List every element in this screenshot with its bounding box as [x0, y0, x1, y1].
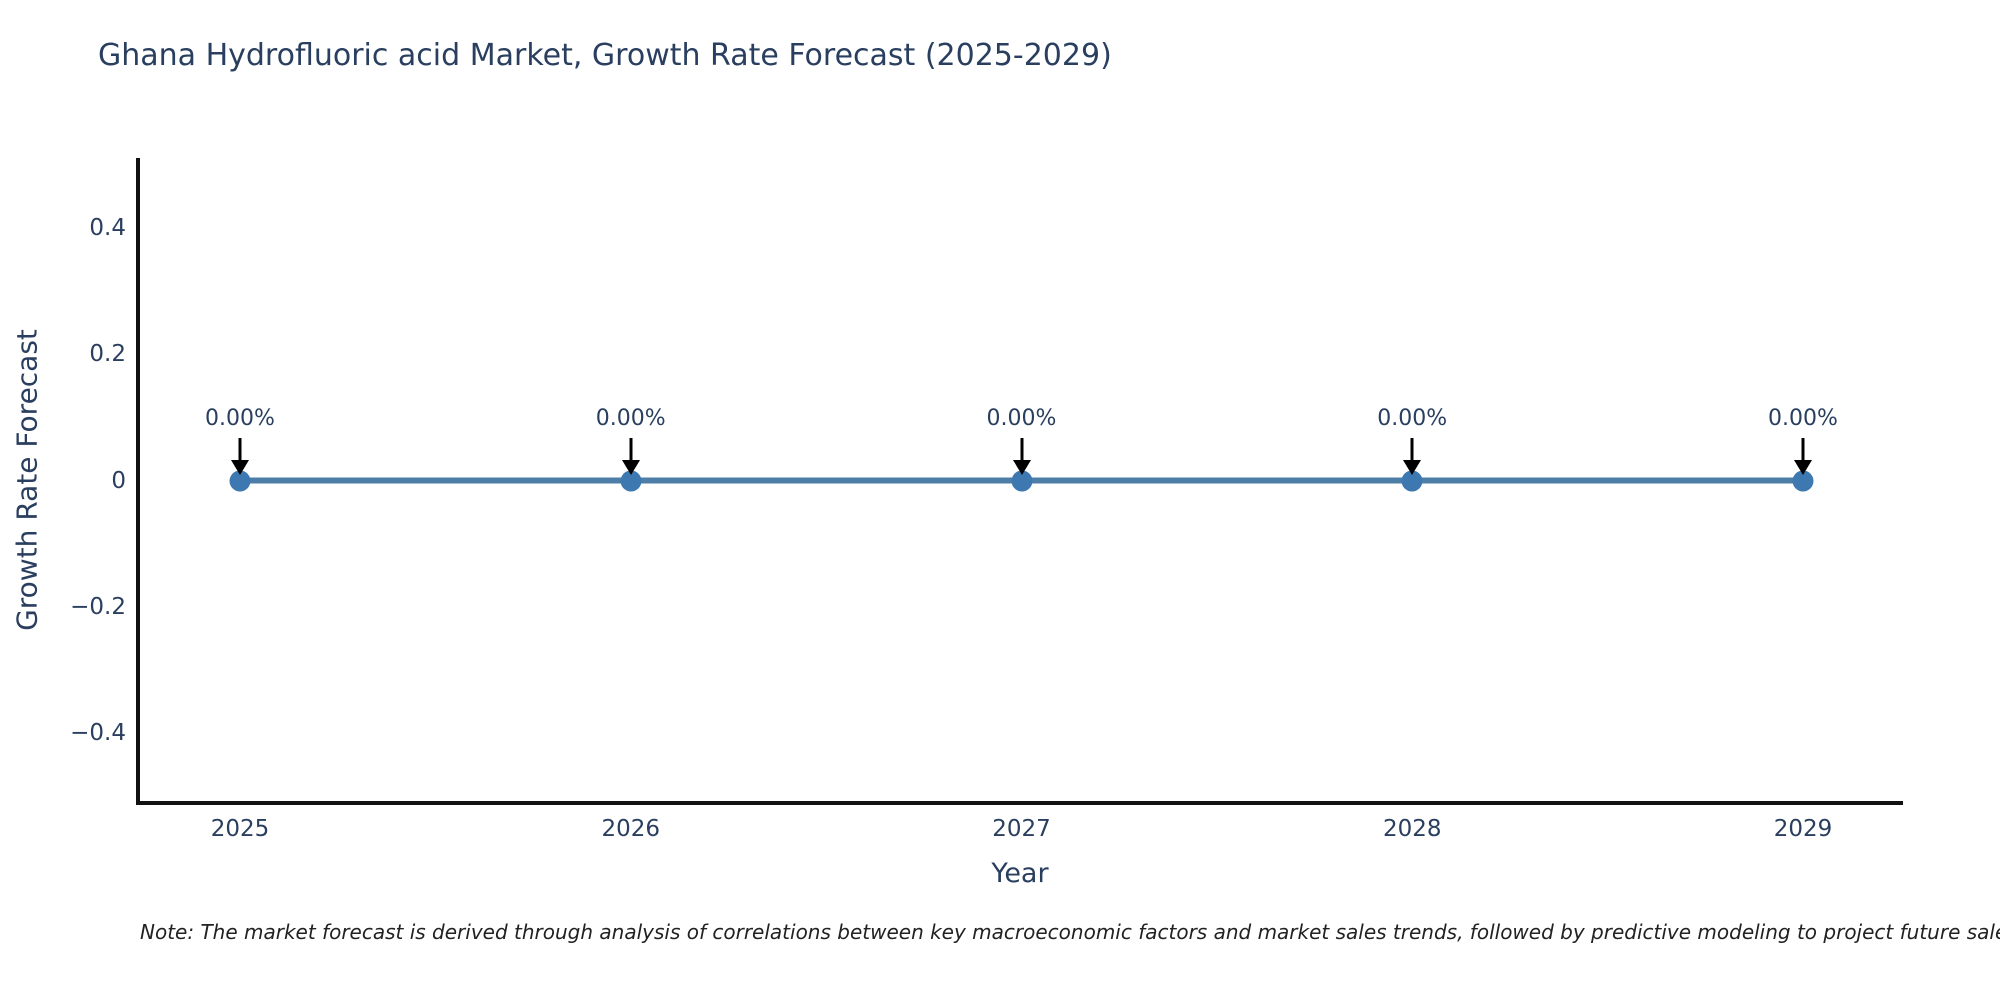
footnote-text: Note: The market forecast is derived thr… [140, 920, 2000, 944]
y-tick-label: 0.4 [89, 214, 126, 241]
data-point-label: 0.00% [1768, 405, 1838, 431]
y-tick-label: −0.4 [70, 720, 126, 747]
data-point-marker[interactable] [620, 470, 642, 491]
annotation-arrow-head [231, 459, 249, 475]
annotation-arrow-head [621, 459, 640, 475]
x-tick-label: 2028 [1382, 816, 1442, 842]
x-tick-label: 2029 [1773, 816, 1833, 842]
data-point-label: 0.00% [205, 405, 275, 431]
x-axis-line [136, 801, 1903, 805]
x-tick-label: 2027 [992, 816, 1051, 842]
x-tick-label: 2026 [601, 816, 661, 842]
data-point-marker[interactable] [229, 470, 251, 491]
data-point-label: 0.00% [986, 405, 1057, 431]
data-point-label: 0.00% [595, 405, 666, 431]
y-tick-label: 0.2 [89, 341, 126, 368]
annotation-arrow-head [1403, 459, 1422, 475]
annotation-arrow-stem [1020, 437, 1023, 464]
annotation-arrow-stem [238, 437, 242, 464]
data-point-marker[interactable] [1011, 470, 1032, 491]
annotation-arrow-stem [629, 437, 633, 464]
y-axis-line [136, 158, 140, 805]
data-point-marker[interactable] [1792, 470, 1814, 491]
data-point-label: 0.00% [1377, 405, 1448, 431]
annotation-arrow-head [1012, 459, 1031, 475]
data-point-marker[interactable] [1401, 470, 1423, 491]
x-tick-label: 2025 [210, 816, 270, 842]
x-axis-title: Year [991, 858, 1049, 889]
y-tick-label: −0.2 [70, 593, 126, 620]
annotation-arrow-stem [1801, 437, 1805, 464]
chart-title: Ghana Hydrofluoric acid Market, Growth R… [98, 38, 1112, 73]
y-tick-label: 0 [111, 467, 126, 494]
annotation-arrow-head [1794, 459, 1812, 475]
annotation-arrow-stem [1410, 437, 1414, 464]
